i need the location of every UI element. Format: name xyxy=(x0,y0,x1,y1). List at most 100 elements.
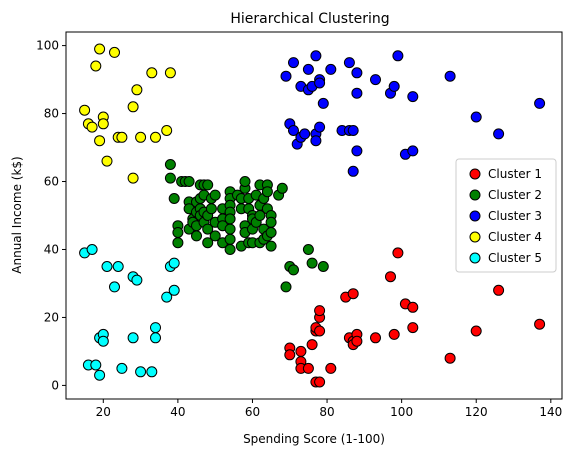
point-cluster-1-6 xyxy=(306,339,318,351)
point-cluster-3-17 xyxy=(317,97,329,109)
point-cluster-2-46 xyxy=(224,244,236,255)
point-cluster-3-37 xyxy=(534,97,546,109)
point-cluster-5-5 xyxy=(94,369,106,381)
point-cluster-2-77 xyxy=(265,227,277,238)
point-cluster-3-23 xyxy=(347,125,359,136)
x-tick-label: 80 xyxy=(319,405,334,419)
point-cluster-5-21 xyxy=(168,257,180,269)
point-cluster-3-18 xyxy=(325,63,337,75)
point-cluster-2-29 xyxy=(202,237,214,249)
x-tick-label: 40 xyxy=(170,405,185,419)
point-cluster-1-17 xyxy=(347,288,359,300)
point-cluster-2-28 xyxy=(202,223,214,235)
point-cluster-2-52 xyxy=(239,176,251,187)
point-cluster-1-27 xyxy=(407,301,419,313)
legend: Cluster 1 Cluster 2 Cluster 3 Cluster 4 Clus… xyxy=(455,158,557,273)
legend-label-cluster-5: Cluster 5 xyxy=(488,251,542,265)
point-cluster-4-13 xyxy=(127,172,139,184)
point-cluster-3-25 xyxy=(351,87,363,99)
point-cluster-3-0 xyxy=(280,70,292,82)
point-cluster-3-13 xyxy=(310,135,322,147)
legend-marker-cluster-4 xyxy=(469,231,481,243)
point-cluster-3-9 xyxy=(302,63,314,75)
point-cluster-1-24 xyxy=(388,328,400,340)
point-cluster-2-83 xyxy=(288,264,299,276)
points-layer xyxy=(79,43,546,388)
legend-label-cluster-3: Cluster 3 xyxy=(488,209,542,223)
x-tick-label: 20 xyxy=(96,405,111,419)
point-cluster-1-23 xyxy=(385,271,396,283)
point-cluster-3-20 xyxy=(343,57,355,69)
point-cluster-1-5 xyxy=(302,362,314,374)
legend-marker-cluster-2 xyxy=(469,189,481,201)
plot-frame xyxy=(65,31,563,400)
point-cluster-4-3 xyxy=(90,60,102,72)
y-tick-label: 60 xyxy=(44,175,59,189)
point-cluster-4-4 xyxy=(94,43,106,55)
legend-marker-cluster-3 xyxy=(469,210,481,222)
point-cluster-2-72 xyxy=(261,186,273,198)
point-cluster-3-33 xyxy=(407,145,419,157)
point-cluster-5-10 xyxy=(112,261,124,272)
point-cluster-1-11 xyxy=(314,325,326,337)
point-cluster-4-14 xyxy=(131,84,143,96)
point-cluster-5-2 xyxy=(86,244,98,255)
point-cluster-2-78 xyxy=(265,240,277,252)
point-cluster-3-2 xyxy=(288,57,299,69)
point-cluster-5-22 xyxy=(168,284,180,296)
point-cluster-1-30 xyxy=(470,325,482,337)
point-cluster-4-19 xyxy=(164,67,176,79)
point-cluster-1-1 xyxy=(284,349,296,361)
legend-label-cluster-1: Cluster 1 xyxy=(488,167,542,181)
point-cluster-4-0 xyxy=(79,104,91,116)
point-cluster-2-17 xyxy=(191,230,202,242)
point-cluster-3-35 xyxy=(470,111,482,123)
x-tick-label: 100 xyxy=(390,405,413,419)
point-cluster-1-29 xyxy=(444,352,456,364)
point-cluster-2-85 xyxy=(306,257,318,269)
legend-marker-cluster-1 xyxy=(469,168,481,180)
point-cluster-5-18 xyxy=(150,332,161,344)
point-cluster-2-31 xyxy=(205,203,217,215)
point-cluster-4-8 xyxy=(101,155,113,167)
point-cluster-5-15 xyxy=(135,366,147,378)
y-tick-label: 20 xyxy=(44,310,59,324)
ticks-layer: 20 40 60 80 100 120 140 0 20 40 60 80 100 xyxy=(36,39,562,419)
point-cluster-1-25 xyxy=(392,247,404,259)
point-cluster-2-45 xyxy=(224,233,236,245)
point-cluster-2-80 xyxy=(276,182,288,194)
point-cluster-4-9 xyxy=(109,46,120,58)
point-cluster-5-7 xyxy=(97,335,109,347)
point-cluster-2-76 xyxy=(265,216,277,228)
point-cluster-2-44 xyxy=(224,223,236,235)
point-cluster-5-19 xyxy=(161,291,173,303)
point-cluster-1-32 xyxy=(534,318,546,330)
point-cluster-3-16 xyxy=(314,121,326,133)
point-cluster-4-16 xyxy=(146,67,158,79)
x-axis-title: Spending Score (1-100) xyxy=(243,432,385,446)
point-cluster-2-81 xyxy=(280,281,292,293)
point-cluster-2-1 xyxy=(164,172,176,184)
point-cluster-3-36 xyxy=(493,128,505,140)
point-cluster-3-27 xyxy=(370,74,381,86)
point-cluster-2-86 xyxy=(317,261,329,272)
y-axis-title: Annual Income (k$) xyxy=(10,156,24,273)
x-tick-label: 60 xyxy=(245,405,260,419)
y-tick-label: 40 xyxy=(44,242,59,256)
point-cluster-2-5 xyxy=(172,237,184,249)
point-cluster-4-17 xyxy=(150,131,161,143)
point-cluster-1-21 xyxy=(351,335,363,347)
legend-label-cluster-2: Cluster 2 xyxy=(488,188,542,202)
y-tick-label: 100 xyxy=(36,39,59,53)
point-cluster-4-7 xyxy=(97,118,109,130)
point-cluster-1-31 xyxy=(493,284,505,296)
point-cluster-2-8 xyxy=(183,176,195,187)
point-cluster-5-3 xyxy=(90,359,102,371)
point-cluster-3-15 xyxy=(314,77,326,89)
point-cluster-1-14 xyxy=(325,362,337,374)
point-cluster-1-13 xyxy=(314,376,326,388)
point-cluster-1-10 xyxy=(314,305,326,317)
legend-box xyxy=(455,158,557,273)
point-cluster-1-4 xyxy=(295,345,307,357)
